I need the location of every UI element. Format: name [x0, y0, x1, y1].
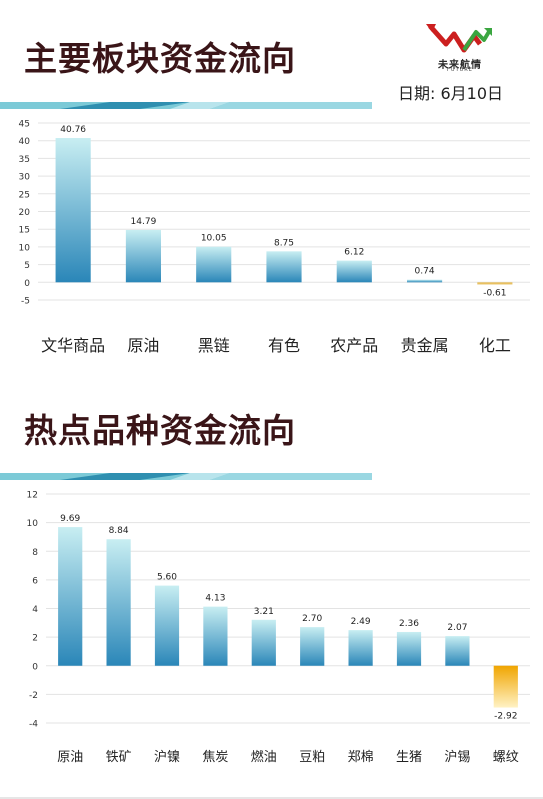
- y-tick-label: 4: [32, 605, 38, 615]
- bar: [493, 665, 518, 708]
- logo-name: 未来航情: [438, 60, 482, 71]
- data-label: 8.75: [274, 238, 294, 248]
- x-tick-label: 文华商品: [41, 336, 105, 355]
- y-tick-label: -2: [29, 691, 38, 701]
- data-label: 5.60: [157, 573, 177, 583]
- y-tick-label: 35: [19, 155, 30, 165]
- x-tick-label: 黑链: [198, 336, 230, 355]
- bar: [58, 527, 83, 666]
- x-tick-label: 螺纹: [493, 750, 519, 765]
- logo-icon: [424, 22, 498, 74]
- x-tick-label: 燃油: [251, 749, 277, 765]
- date-value: 6月10日: [440, 84, 504, 103]
- logo-subtitle: FUTURE: [447, 67, 473, 73]
- bar: [106, 539, 131, 666]
- x-tick-label: 农产品: [330, 336, 378, 355]
- y-tick-label: 0: [32, 662, 38, 672]
- x-tick-label: 化工: [479, 336, 511, 355]
- y-tick-label: 2: [32, 634, 38, 644]
- section-title-hot-products: 热点品种资金流向: [24, 411, 296, 450]
- y-tick-label: 15: [19, 226, 30, 236]
- bar: [396, 631, 422, 666]
- data-label: 3.21: [254, 607, 274, 617]
- date-label: 日期:: [398, 84, 436, 103]
- data-label: 14.79: [131, 217, 157, 227]
- y-tick-label: 10: [27, 519, 39, 529]
- bar: [266, 251, 302, 283]
- x-tick-label: 生猪: [396, 750, 422, 765]
- decorative-band: [0, 465, 372, 480]
- x-tick-label: 有色: [268, 336, 300, 355]
- bar: [300, 627, 325, 666]
- data-label: 2.07: [447, 623, 467, 633]
- data-label: 6.12: [344, 248, 364, 258]
- x-tick-label: 原油: [127, 336, 159, 355]
- data-label: 4.13: [205, 594, 225, 604]
- x-tick-label: 原油: [57, 750, 83, 765]
- y-tick-label: -4: [29, 720, 38, 730]
- bar: [348, 630, 373, 666]
- section-title-main-sectors: 主要板块资金流向: [24, 39, 296, 78]
- y-tick-label: 30: [19, 173, 31, 183]
- data-label: -0.61: [483, 288, 506, 298]
- y-tick-label: 10: [19, 243, 31, 253]
- data-label: 2.36: [399, 619, 419, 629]
- decorative-band: [0, 94, 372, 109]
- hot-products-bar-chart: -4 -2 0 2 4 6 8 10 12 9.69 原油 8.84 铁矿 5.60 沪镍 4.13 焦炭 3.2…: [27, 491, 530, 765]
- y-tick-label: 40: [19, 137, 31, 147]
- bar: [336, 260, 372, 283]
- data-label: 9.69: [60, 514, 80, 524]
- y-tick-label: 8: [32, 548, 38, 558]
- bar: [203, 606, 228, 666]
- x-tick-label: 沪锡: [444, 749, 470, 765]
- x-tick-label: 焦炭: [202, 750, 228, 765]
- data-label: 2.70: [302, 614, 322, 624]
- y-tick-label: 20: [19, 208, 31, 218]
- data-label: -2.92: [494, 712, 517, 722]
- bar: [196, 246, 232, 283]
- x-tick-label: 豆粕: [299, 750, 325, 765]
- data-label: 0.74: [415, 267, 435, 277]
- y-tick-label: 5: [24, 261, 30, 271]
- y-tick-label: 25: [19, 190, 30, 200]
- data-label: 2.49: [351, 617, 371, 627]
- x-tick-label: 贵金属: [401, 336, 449, 355]
- bar: [251, 619, 276, 666]
- bar: [154, 585, 180, 666]
- date-display: 日期: 6月10日: [398, 80, 503, 104]
- x-tick-label: 铁矿: [106, 750, 132, 765]
- y-tick-label: 6: [32, 576, 38, 586]
- x-tick-label: 沪镍: [154, 749, 180, 765]
- y-tick-label: 45: [19, 120, 30, 130]
- bar: [125, 229, 161, 283]
- bar: [445, 636, 470, 666]
- data-label: 10.05: [201, 234, 227, 244]
- data-label: 40.76: [60, 125, 86, 135]
- main-sectors-bar-chart: -5 0 5 10 15 20 25 30 35 40 45 40.76 文华商品 14.79 原油 10.0…: [19, 120, 530, 355]
- y-tick-label: 12: [27, 491, 38, 501]
- y-tick-label: 0: [24, 279, 30, 289]
- bar: [477, 282, 513, 285]
- bar: [55, 138, 91, 283]
- bar: [407, 279, 443, 283]
- y-tick-label: -5: [21, 297, 30, 307]
- x-tick-label: 郑棉: [348, 750, 374, 765]
- divider: [0, 797, 543, 799]
- data-label: 8.84: [109, 526, 129, 536]
